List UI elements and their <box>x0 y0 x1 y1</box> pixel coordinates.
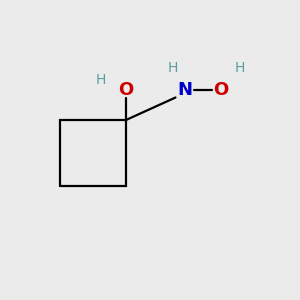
Text: O: O <box>213 81 228 99</box>
Text: H: H <box>235 61 245 74</box>
Text: H: H <box>167 61 178 74</box>
Text: N: N <box>177 81 192 99</box>
Text: O: O <box>118 81 134 99</box>
Text: H: H <box>95 73 106 86</box>
